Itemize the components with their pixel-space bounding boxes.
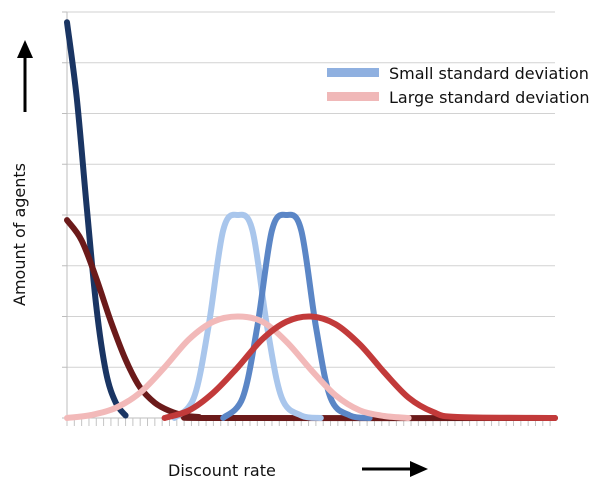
gridlines (67, 11, 555, 368)
series-line-large-std-4 (64, 313, 412, 421)
legend: Small standard deviation Large standard … (327, 64, 590, 107)
legend-swatch-large-std (327, 92, 379, 101)
legend-label-large-std: Large standard deviation (389, 88, 590, 107)
series-line-small-std-2 (171, 211, 324, 421)
x-axis-label: Discount rate (168, 461, 276, 480)
y-axis-label: Amount of agents (10, 163, 29, 306)
series-line-small-std-3 (220, 211, 373, 421)
series-line-large-std-1 (64, 217, 558, 422)
series-lines (64, 19, 558, 422)
series-line-small-std-0 (64, 19, 129, 419)
series-line-large-std-5 (161, 313, 558, 421)
y-axis-arrow-icon (17, 40, 33, 112)
legend-swatch-small-std (327, 68, 379, 77)
x-axis-arrow-icon (362, 461, 428, 477)
legend-label-small-std: Small standard deviation (389, 64, 589, 83)
